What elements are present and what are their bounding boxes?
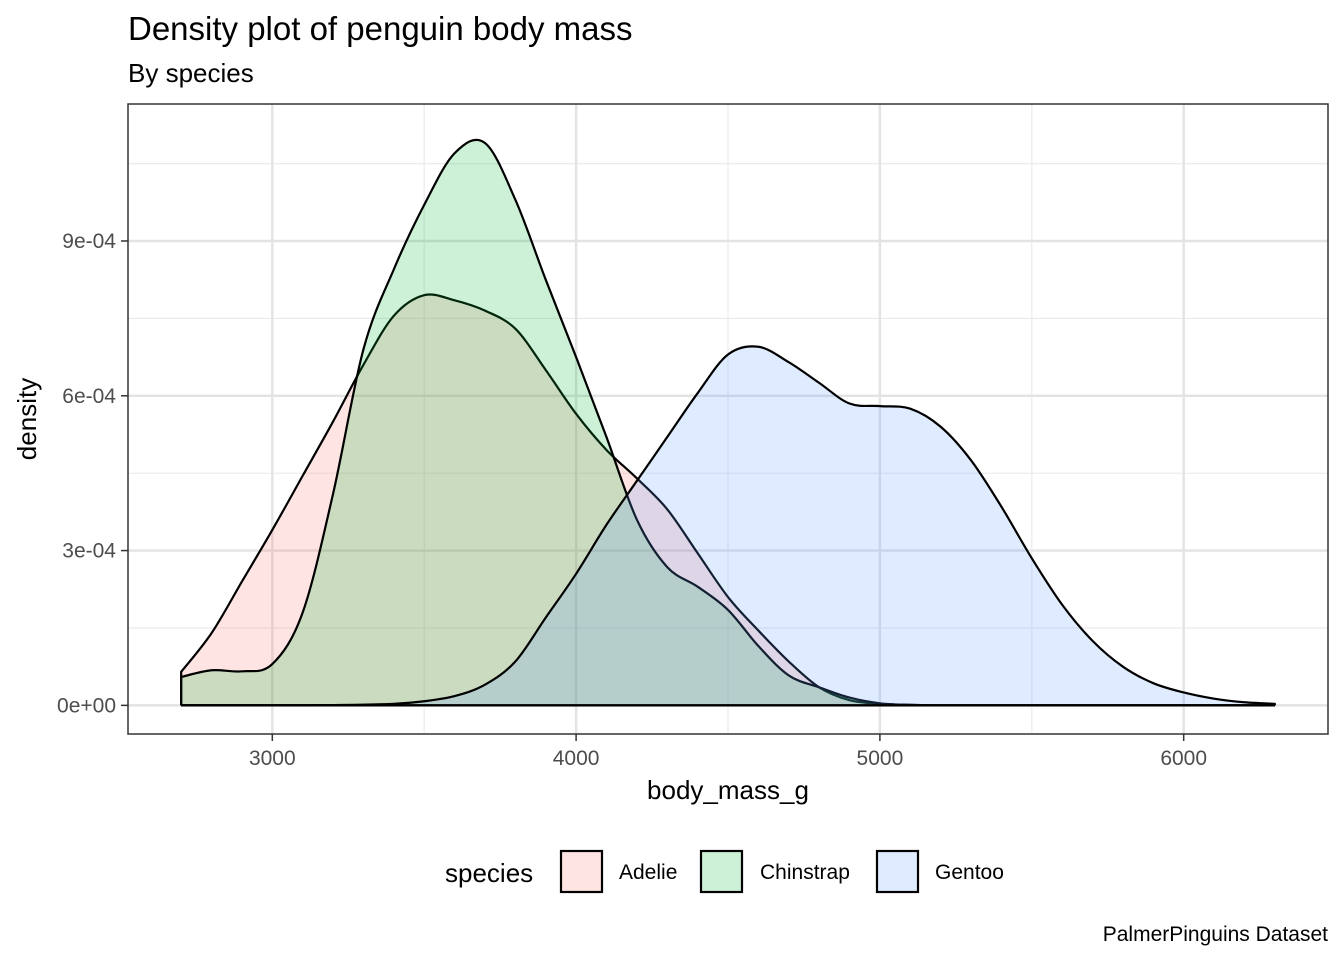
density-area-adelie	[181, 294, 1275, 706]
chart-title: Density plot of penguin body mass	[128, 10, 632, 47]
legend: species Adelie Chinstrap Gentoo	[445, 849, 1004, 894]
chart-subtitle: By species	[128, 58, 254, 88]
y-tick-label: 0e+00	[57, 694, 116, 717]
panel-border	[127, 103, 1329, 735]
y-tick-label: 3e-04	[62, 540, 116, 563]
minor-gridlines	[128, 104, 1328, 734]
x-tick-label: 4000	[553, 747, 600, 770]
chart-caption: PalmerPinguins Dataset	[1103, 923, 1328, 946]
y-tick-label: 6e-04	[62, 385, 116, 408]
legend-key-adelie	[559, 849, 604, 894]
x-tick-label: 3000	[249, 747, 296, 770]
density-line-gentoo	[181, 345, 1276, 707]
density-area-gentoo	[181, 346, 1275, 706]
legend-key-chinstrap	[699, 849, 744, 894]
x-axis-label: body_mass_g	[647, 775, 809, 805]
density-areas	[180, 138, 1276, 707]
x-axis: 3000 4000 5000 6000	[249, 734, 1207, 770]
density-area-chinstrap	[181, 139, 1275, 706]
legend-key-bg-adelie	[560, 850, 603, 893]
legend-key-bg-gentoo	[876, 850, 919, 893]
x-tick-label: 5000	[857, 747, 904, 770]
y-tick-label: 9e-04	[62, 230, 116, 253]
y-axis: 0e+00 3e-04 6e-04 9e-04	[57, 230, 128, 717]
legend-key-bg-chinstrap	[700, 850, 743, 893]
plot-panel	[127, 103, 1329, 735]
y-axis-label: density	[12, 378, 42, 460]
legend-title: species	[445, 858, 533, 888]
legend-label-gentoo: Gentoo	[935, 861, 1004, 884]
legend-label-chinstrap: Chinstrap	[760, 861, 850, 884]
x-tick-label: 6000	[1160, 747, 1207, 770]
legend-key-gentoo	[875, 849, 920, 894]
legend-label-adelie: Adelie	[619, 861, 677, 884]
